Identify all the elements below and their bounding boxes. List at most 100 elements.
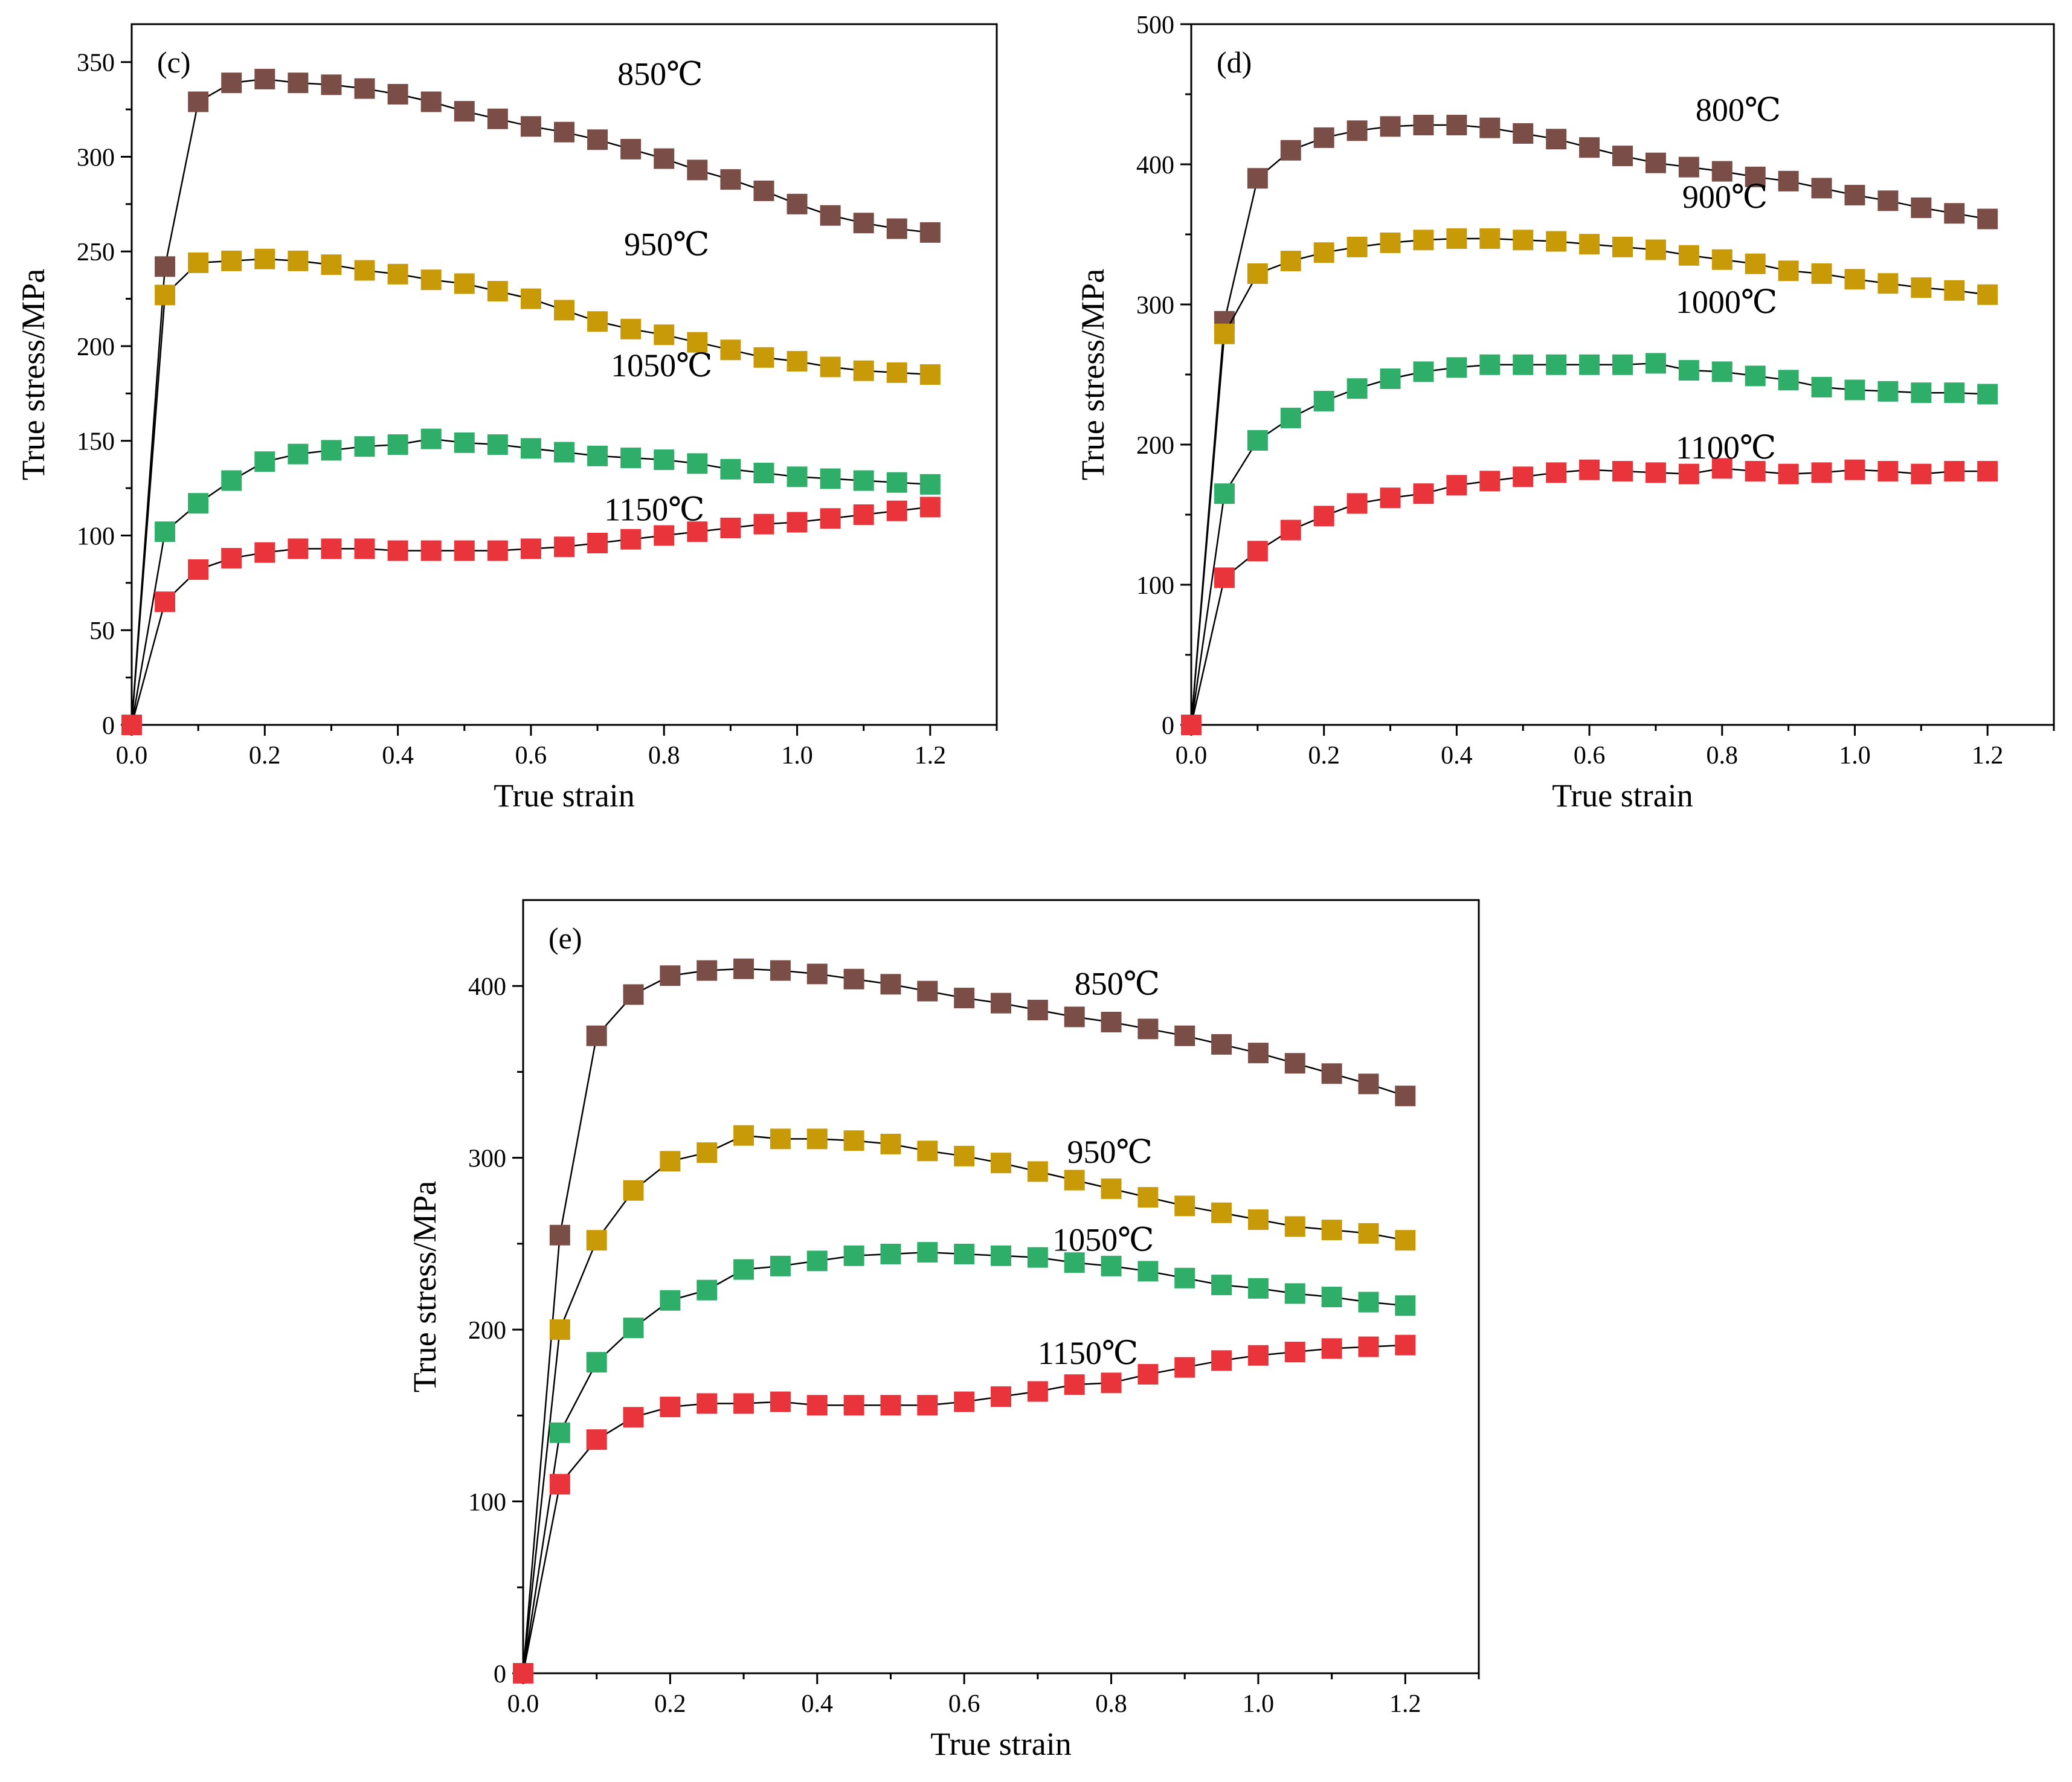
data-point [1395,1230,1416,1251]
data-point [1911,382,1932,404]
data-point [787,466,808,487]
temperature-annotation: 800℃ [1696,92,1781,128]
data-point [1678,463,1699,484]
series-4 [121,497,941,735]
data-point [1214,567,1235,588]
data-point [1413,230,1434,251]
data-point [1413,115,1434,136]
data-point [1678,360,1699,381]
data-point [1811,376,1832,397]
x-tick-label: 0.8 [1095,1690,1127,1718]
data-point [843,968,864,989]
data-point [321,74,342,95]
temperature-annotation: 1050℃ [1052,1221,1154,1258]
data-point [1977,384,1998,405]
data-point [954,1391,975,1412]
data-point [221,250,242,271]
data-point [623,1180,644,1201]
data-point [387,263,408,285]
data-point [1711,361,1733,382]
temperature-annotation: 950℃ [624,226,709,262]
data-point [720,169,741,190]
data-point [487,281,508,302]
data-point [587,533,608,554]
x-tick-label: 0.2 [1308,742,1340,770]
data-point [770,1255,791,1276]
data-point [1346,378,1368,399]
chart-panel-1: 0.0 0.2 0.4 0.6 0.8 1.0 1.2 0 50 100 150 200 250 300 3… [15,23,998,814]
data-point [660,1290,681,1311]
data-point [1711,458,1733,479]
series-1 [121,68,941,735]
y-tick-label: 350 [77,50,115,77]
x-tick-label: 0.4 [802,1690,834,1718]
data-point [660,1397,681,1418]
data-point [1181,715,1202,735]
data-point [387,540,408,561]
data-point [1174,1195,1195,1217]
x-tick-label: 1.0 [1839,742,1871,770]
data-point [720,458,741,480]
y-tick-label: 100 [1136,572,1174,600]
data-point [991,1245,1011,1266]
y-tick-label: 150 [77,428,115,456]
data-point [354,260,375,281]
data-point [1911,197,1932,218]
data-point [623,1317,644,1339]
data-point [720,517,741,538]
x-tick-label: 0.0 [116,742,148,770]
panel-label: (d) [1217,45,1252,79]
data-point [1358,1336,1379,1357]
x-tick-label: 1.2 [1972,742,2004,770]
temperature-annotation: 1000℃ [1676,284,1777,320]
data-point [1247,1043,1269,1064]
data-point [1137,1261,1159,1282]
data-point [1027,1247,1048,1268]
data-point [121,715,142,735]
series-2 [513,1125,1416,1684]
data-point [549,1422,570,1443]
data-point [1211,1034,1232,1055]
data-point [454,101,475,122]
data-point [733,1259,754,1280]
data-point [880,1133,901,1154]
y-axis-label: True stress/MPa [1075,269,1111,481]
data-point [1247,430,1268,451]
temperature-annotation: 950℃ [1067,1134,1153,1170]
data-point [954,1145,975,1166]
data-point [1711,161,1733,182]
data-point [1911,463,1932,484]
data-point [919,497,941,518]
data-point [549,1319,570,1340]
data-point [623,984,644,1005]
data-point [487,108,508,129]
data-point [1944,203,1965,224]
data-point [991,1153,1011,1174]
data-point [1380,116,1401,137]
data-point [1745,253,1766,274]
data-point [587,445,608,466]
series-3 [121,428,941,735]
data-point [917,980,938,1002]
data-point [1395,1334,1416,1356]
x-tick-label: 0.6 [515,742,547,770]
data-point [1513,123,1534,144]
data-point [188,91,209,112]
data-point [753,463,774,484]
data-point [1479,228,1501,249]
data-point [1745,461,1766,482]
data-point [991,992,1011,1014]
x-tick-label: 0.2 [249,742,281,770]
data-point [354,78,375,99]
data-point [687,159,708,181]
data-point [697,1279,718,1301]
x-axis-label: True strain [494,777,635,814]
data-point [1346,493,1368,514]
data-point [587,311,608,332]
data-point [1977,208,1998,230]
data-point [1395,1086,1416,1107]
data-point [1211,1350,1232,1371]
data-point [1911,277,1932,298]
data-point [806,1395,828,1416]
data-point [1778,260,1799,281]
